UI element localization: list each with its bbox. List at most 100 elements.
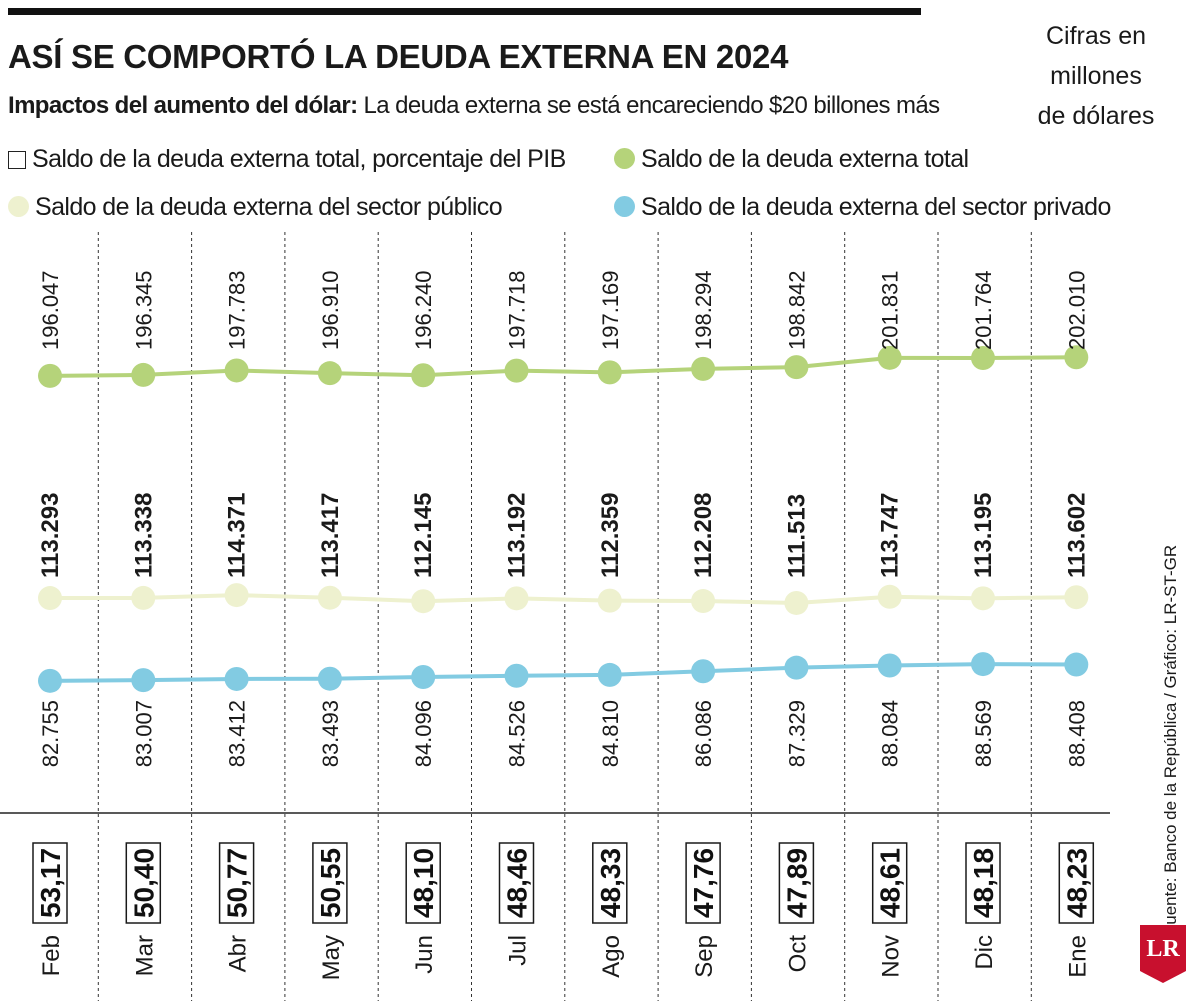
month-label: Feb [38, 935, 65, 976]
data-point [784, 590, 809, 615]
subtitle-text: La deuda externa se está encareciendo $2… [357, 92, 941, 119]
pib-box [685, 842, 721, 924]
data-label: 201.764 [971, 270, 996, 350]
data-point [411, 363, 436, 388]
data-label: 112.145 [410, 493, 437, 578]
data-label: 113.192 [504, 493, 531, 578]
data-point [317, 361, 342, 386]
data-point [504, 358, 529, 383]
data-label: 202.010 [1064, 270, 1089, 350]
month-label: Oct [784, 935, 811, 973]
pib-box [778, 842, 815, 924]
data-point [317, 666, 342, 691]
source-note: Fuente: Banco de la República / Gráfico:… [1161, 544, 1180, 936]
month-label: Sep [691, 935, 718, 978]
data-point [691, 356, 716, 381]
month-label: Jun [411, 935, 438, 974]
data-point [597, 360, 622, 385]
units-note: Cifras en millones de dólares [1026, 16, 1166, 136]
legend-label-total: Saldo de la deuda externa total [641, 145, 969, 173]
pib-value: 48,10 [408, 848, 439, 918]
data-point [38, 363, 62, 388]
data-point [224, 358, 249, 383]
pib-value: 53,17 [35, 848, 66, 918]
month-label: Mar [131, 935, 158, 976]
month-label: Abr [225, 935, 252, 972]
top-rule [8, 8, 921, 15]
data-label: 196.910 [318, 270, 343, 350]
pib-box [498, 842, 535, 924]
data-point [971, 346, 995, 371]
data-point [877, 653, 902, 678]
data-label: 112.208 [690, 493, 717, 578]
data-point [38, 586, 62, 611]
data-label: 201.831 [878, 270, 903, 350]
data-point [317, 585, 342, 610]
pib-value: 50,55 [315, 848, 346, 918]
data-label: 113.602 [1063, 493, 1090, 578]
data-label: 114.371 [224, 493, 251, 578]
data-point [131, 362, 156, 387]
data-label: 113.338 [130, 493, 157, 578]
series-line [49, 355, 1077, 378]
data-point [971, 652, 995, 677]
data-label: 83.412 [225, 700, 250, 767]
data-point [597, 662, 622, 687]
data-label: 84.526 [505, 700, 530, 767]
data-label: 197.718 [505, 270, 530, 350]
data-point [1064, 585, 1089, 610]
data-label: 88.408 [1064, 700, 1089, 767]
data-label: 83.007 [131, 700, 156, 767]
pib-value: 50,77 [222, 848, 253, 918]
pib-value: 47,76 [688, 848, 719, 918]
data-point [597, 588, 622, 613]
data-point [224, 583, 249, 608]
data-point [38, 668, 62, 693]
pib-value: 47,89 [781, 848, 812, 918]
pib-value: 50,40 [128, 848, 159, 918]
data-label: 88.084 [878, 700, 903, 767]
legend-dot-privado [614, 196, 635, 217]
data-point [411, 589, 436, 614]
data-label: 197.169 [598, 270, 623, 350]
pib-box [592, 842, 628, 924]
data-label: 87.329 [784, 700, 809, 767]
legend-square-marker [8, 151, 26, 169]
units-line-3: de dólares [1037, 102, 1155, 130]
pib-value: 48,18 [968, 848, 999, 918]
data-point [224, 666, 249, 691]
legend-item-total: Saldo de la deuda externa total [614, 145, 969, 174]
data-label: 88.569 [971, 700, 996, 767]
pib-value: 48,23 [1061, 848, 1092, 918]
data-label: 196.047 [38, 270, 63, 350]
data-point [504, 586, 529, 611]
data-point [691, 659, 716, 684]
data-point [1064, 652, 1089, 677]
legend-label-publico: Saldo de la deuda externa del sector púb… [35, 193, 503, 221]
subtitle-lead: Impactos del aumento del dólar: [8, 92, 358, 119]
data-label: 83.493 [318, 700, 343, 767]
data-point [131, 668, 156, 693]
month-label: Jul [505, 935, 532, 966]
month-label: Nov [878, 935, 905, 978]
data-label: 82.755 [38, 700, 63, 767]
pib-box [312, 842, 348, 924]
data-point [877, 345, 902, 370]
data-label: 198.842 [784, 270, 809, 350]
data-point [784, 355, 809, 380]
data-label: 196.345 [131, 270, 156, 350]
data-label: 84.810 [598, 700, 623, 767]
pib-box [218, 842, 255, 924]
pib-value: 48,46 [502, 848, 533, 918]
month-label: May [318, 935, 345, 980]
legend-item-privado: Saldo de la deuda externa del sector pri… [614, 193, 1111, 222]
chart-title: ASÍ SE COMPORTÓ LA DEUDA EXTERNA EN 2024 [8, 38, 789, 75]
units-line-1: Cifras en [1045, 22, 1147, 50]
pib-value: 48,61 [875, 848, 906, 918]
pib-box [871, 842, 908, 924]
data-label: 111.513 [783, 494, 810, 578]
month-label: Dic [971, 935, 998, 970]
data-label: 113.195 [970, 493, 997, 578]
legend-label-privado: Saldo de la deuda externa del sector pri… [641, 193, 1111, 221]
